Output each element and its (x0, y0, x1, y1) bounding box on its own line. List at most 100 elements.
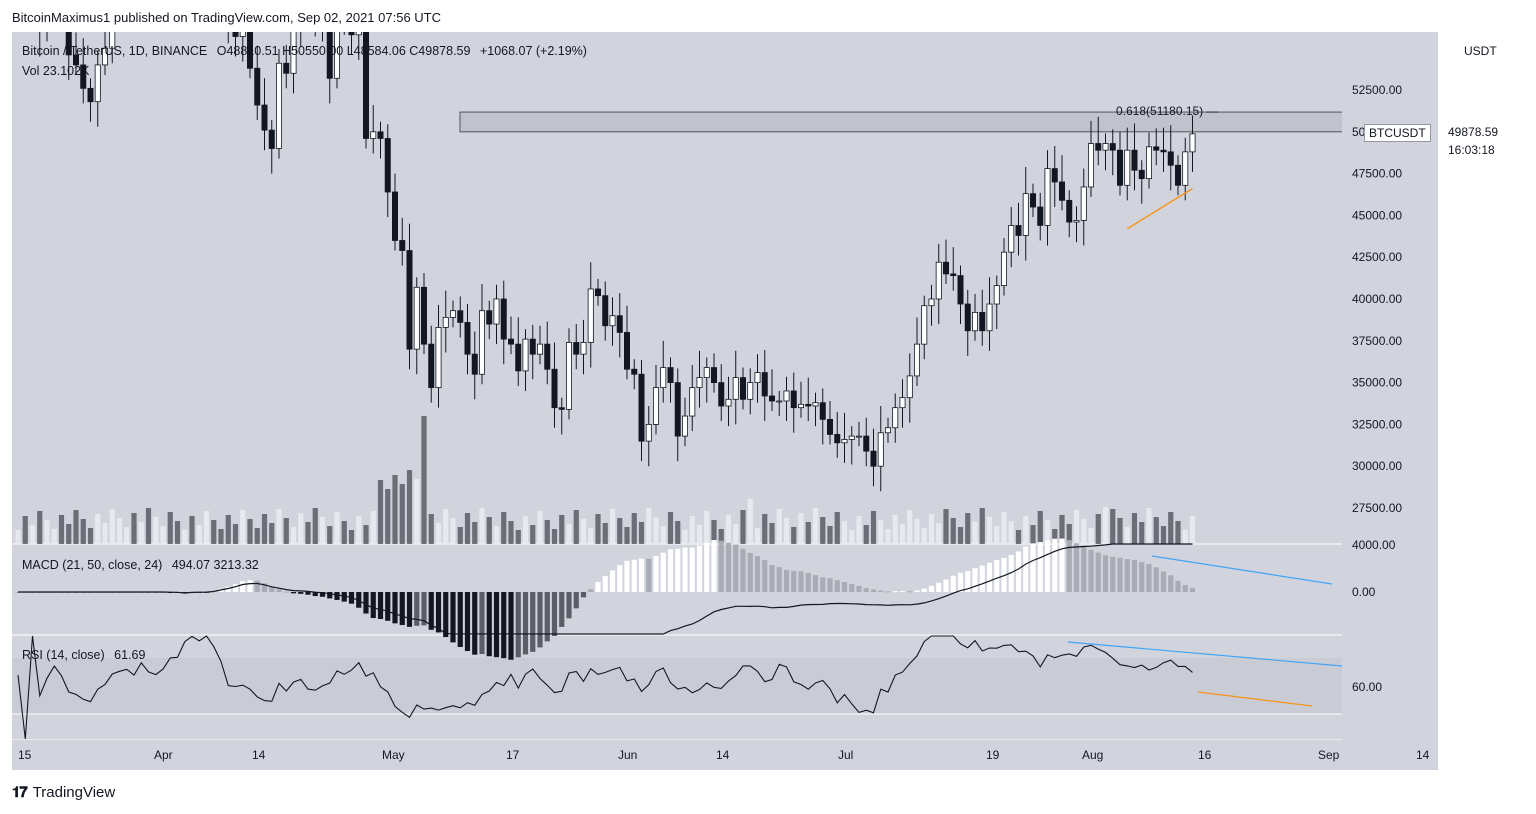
macd-histogram-bar (1081, 546, 1087, 592)
macd-histogram-bar (827, 578, 833, 592)
candle-body (283, 62, 290, 74)
volume-bar (124, 527, 130, 544)
volume-bar (51, 529, 57, 544)
volume-bar (131, 513, 137, 544)
volume-bar (827, 526, 833, 544)
candle-body (507, 338, 514, 345)
candle-body (711, 367, 718, 384)
candle-body (732, 377, 739, 400)
candle-body (595, 288, 602, 297)
volume-bar (29, 525, 36, 544)
candle-body (841, 439, 848, 444)
candle-body (65, 32, 72, 56)
candle-body (87, 87, 94, 103)
rsi-line (17, 635, 1193, 740)
volume-bar (1066, 524, 1072, 544)
volume-bar (138, 522, 144, 544)
candle-body (486, 310, 493, 325)
macd-histogram-bar (573, 592, 579, 609)
volume-bar (1001, 512, 1007, 544)
macd-histogram-bar (1153, 567, 1159, 592)
macd-histogram-bar (515, 592, 521, 658)
volume-bar (1015, 530, 1022, 544)
candle-body (602, 295, 609, 327)
volume-bar (776, 509, 782, 544)
volume-bar (370, 511, 376, 544)
candle-body (551, 368, 558, 409)
candle-body (906, 375, 913, 399)
candle-body (1160, 149, 1167, 153)
candle-body (790, 390, 797, 409)
macd-histogram-bar (1168, 575, 1174, 592)
volume-bar (1139, 522, 1145, 544)
volume-bar (1044, 520, 1051, 544)
candle-body (1044, 168, 1051, 226)
price-tick-label: 35000.00 (1352, 376, 1402, 390)
volume-bar (870, 511, 877, 544)
candle-body (964, 303, 971, 332)
macd-histogram-bar (457, 592, 463, 647)
macd-histogram-bar (841, 581, 848, 592)
volume-bar (276, 509, 282, 544)
volume-bar (638, 522, 645, 544)
price-tick-label: 30000.00 (1352, 459, 1402, 473)
candle-body (370, 131, 377, 139)
candle-body (805, 403, 812, 407)
candle-body (740, 377, 747, 400)
candle-body (1080, 186, 1087, 221)
legend-ohlc: O48810.51 H50550.00 L48584.06 C49878.59 (216, 44, 471, 58)
candle-body (870, 450, 877, 467)
volume-bar (646, 508, 652, 544)
volume-bar (1117, 518, 1123, 544)
rsi-support-line (1197, 691, 1313, 707)
candle-body (1102, 143, 1109, 151)
macd-tick-label: 4000.00 (1352, 538, 1396, 552)
candle-body (928, 298, 935, 307)
macd-histogram-bar (675, 548, 681, 592)
volume-bar (841, 521, 848, 544)
macd-histogram-bar (493, 592, 500, 658)
volume-bar (312, 508, 318, 544)
volume-bar (1189, 516, 1196, 544)
macd-histogram-bar (1088, 549, 1094, 592)
volume-bar (762, 514, 768, 544)
macd-histogram-bar (907, 591, 913, 593)
time-tick-label: 14 (252, 748, 266, 762)
macd-histogram-bar (472, 592, 478, 655)
volume-bar (348, 530, 355, 544)
volume-bar (1023, 516, 1029, 544)
legend-change: +1068.07 (+2.19%) (479, 44, 587, 58)
candle-body (638, 373, 645, 442)
candle-body (653, 387, 660, 425)
macd-histogram-bar (965, 571, 971, 592)
price-tick-label: 47500.00 (1352, 167, 1402, 181)
volume-bar (740, 510, 746, 544)
candle-body (703, 367, 710, 378)
macd-histogram-bar (769, 564, 775, 592)
volume-bar (921, 528, 927, 544)
candle-body (660, 367, 667, 389)
macd-line (18, 543, 1193, 635)
candle-body (986, 303, 993, 332)
macd-histogram-bar (1131, 560, 1138, 592)
currency-label: USDT (1464, 44, 1497, 58)
volume-bar (232, 524, 239, 544)
price-tick-label: 42500.00 (1352, 250, 1402, 264)
chart-frame[interactable]: 52500.0050000.0047500.0045000.0042500.00… (12, 32, 1503, 770)
candle-body (798, 403, 805, 409)
chart-canvas[interactable]: 52500.0050000.0047500.0045000.0042500.00… (12, 32, 1438, 770)
volume-bar (704, 511, 710, 544)
macd-histogram-bar (232, 584, 239, 592)
volume-bar (160, 526, 166, 544)
last-price-tag: 49878.59 (1444, 124, 1503, 140)
volume-bar (544, 520, 550, 544)
macd-histogram-bar (820, 577, 826, 592)
macd-histogram-bar (646, 558, 652, 592)
volume-bar (1110, 509, 1116, 544)
macd-histogram-bar (899, 591, 906, 593)
volume-bar (660, 526, 666, 544)
macd-histogram-bar (464, 592, 471, 652)
candle-body (1051, 168, 1058, 183)
candle-body (391, 191, 398, 241)
candle-body (500, 298, 507, 340)
